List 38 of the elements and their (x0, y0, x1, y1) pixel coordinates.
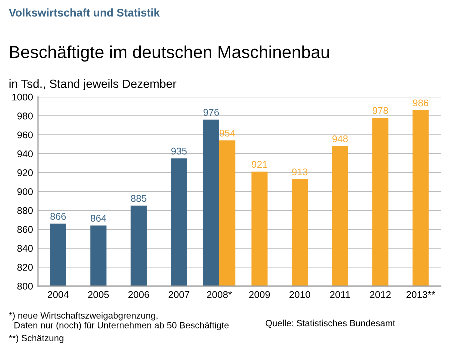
data-label: 885 (131, 195, 147, 202)
y-tick-label: 1000 (12, 94, 34, 101)
data-label: 864 (90, 215, 106, 222)
y-tick-label: 800 (18, 283, 34, 290)
x-tick-label: 2005 (88, 291, 110, 298)
y-tick-label: 820 (18, 264, 34, 271)
data-label: 978 (372, 107, 388, 114)
x-tick-label: 2008* (207, 291, 232, 298)
x-tick-label: 2013** (406, 291, 436, 298)
data-label: 935 (172, 148, 187, 155)
chart-title: Beschäftigte im deutschen Maschinenbau (10, 46, 330, 62)
x-tick-label: 2004 (48, 291, 69, 298)
y-axis-title: in Tsd., Stand jeweils Dezember (10, 80, 177, 91)
x-tick-label: 2012 (370, 291, 391, 298)
data-label: 913 (292, 168, 308, 176)
source-note: Quelle: Statistisches Bundesamt (266, 320, 396, 328)
text: Volkswirtschaft und Statistik (9, 8, 160, 17)
data-label: 976 (204, 109, 220, 116)
data-label: 986 (413, 100, 429, 107)
x-tick-label: 2007 (168, 291, 190, 298)
y-tick-label: 980 (18, 112, 34, 120)
data-label: 954 (220, 130, 236, 137)
y-tick-label: 940 (18, 150, 34, 158)
x-tick-label: 2011 (330, 291, 350, 298)
data-label: 948 (332, 136, 348, 143)
text: *) neue Wirtschaftszweigabgrenzung, Daten nur (noch) für Unternehmen ab 50 Beschäftigte (9, 312, 229, 330)
y-tick-label: 860 (18, 226, 34, 234)
data-label: 921 (252, 161, 268, 168)
text: **) Schätzung (9, 334, 64, 344)
y-tick-label: 960 (18, 132, 34, 139)
y-tick-label: 880 (18, 207, 34, 214)
x-tick-label: 2010 (290, 291, 310, 298)
x-tick-label: 2009 (249, 291, 270, 298)
y-tick-label: 840 (18, 245, 34, 252)
x-tick-label: 2006 (128, 291, 150, 298)
y-tick-label: 900 (18, 188, 34, 196)
y-tick-label: 920 (18, 170, 34, 176)
data-label: 866 (50, 213, 66, 220)
